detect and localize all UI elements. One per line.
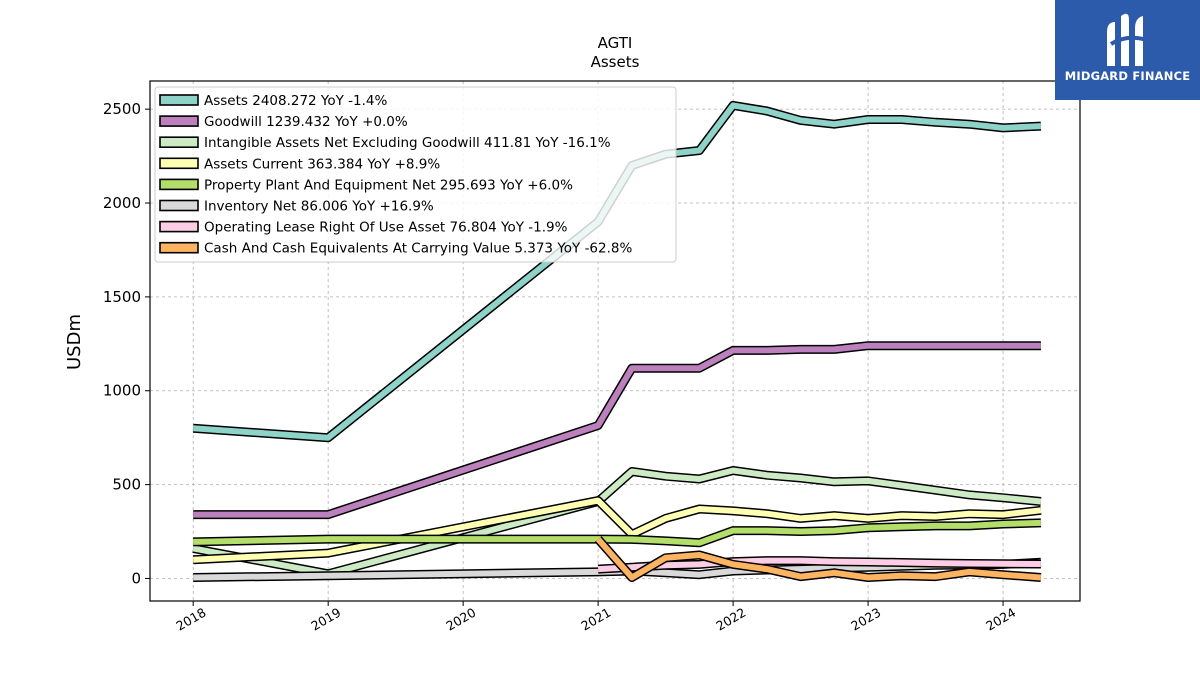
y-tick-label: 2000	[103, 194, 141, 212]
legend-item: Property Plant And Equipment Net 295.693…	[159, 177, 573, 193]
x-tick-label: 2020	[443, 605, 478, 634]
y-tick-label: 1000	[103, 382, 141, 400]
series-line	[594, 536, 1042, 582]
legend-swatch	[159, 115, 199, 127]
legend-item: Assets Current 363.384 YoY +8.9%	[159, 156, 440, 172]
series-stroke	[595, 537, 1042, 581]
y-axis-label: USDm	[64, 314, 85, 370]
chart-title: AGTI	[598, 34, 633, 52]
legend: Assets 2408.272 YoY -1.4% Goodwill 1239.4…	[154, 86, 677, 263]
y-tick-label: 1500	[103, 288, 141, 306]
legend-label: Assets Current 363.384 YoY +8.9%	[204, 156, 440, 172]
legend-label: Property Plant And Equipment Net 295.693…	[204, 177, 573, 193]
y-tick-label: 500	[112, 476, 141, 494]
legend-item: Operating Lease Right Of Use Asset 76.80…	[159, 220, 568, 236]
legend-item: Intangible Assets Net Excluding Goodwill…	[159, 135, 611, 151]
logo-mark-icon	[1107, 13, 1148, 66]
brand-logo: MIDGARD FINANCE	[1055, 0, 1200, 100]
ticks: 2018 2019 2020 2021 2022 2023 2024 0 500 1000 1500…	[103, 100, 1019, 633]
x-tick-label: 2023	[848, 605, 883, 634]
series-stroke	[192, 467, 1042, 577]
legend-item: Cash And Cash Equivalents At Carrying Va…	[159, 241, 632, 257]
series-line	[193, 341, 1041, 520]
legend-swatch	[159, 178, 199, 191]
legend-label: Operating Lease Right Of Use Asset 76.80…	[204, 220, 568, 236]
x-tick-label: 2022	[713, 605, 748, 634]
legend-swatch	[159, 136, 199, 148]
series-stroke	[597, 557, 1041, 573]
series-line	[192, 466, 1042, 579]
legend-swatch	[159, 199, 199, 212]
plot-frame	[149, 80, 1081, 602]
series-line	[192, 496, 1042, 565]
legend-label: Goodwill 1239.432 YoY +0.0%	[204, 114, 408, 130]
series-stroke	[193, 342, 1041, 518]
legend-item: Goodwill 1239.432 YoY +0.0%	[159, 114, 408, 130]
logo-text: MIDGARD FINANCE	[1064, 69, 1191, 83]
legend-swatch	[159, 157, 199, 170]
x-tick-label: 2021	[578, 605, 613, 634]
legend-item: Inventory Net 86.006 YoY +16.9%	[159, 199, 434, 215]
y-tick-label: 0	[131, 569, 141, 587]
y-tick-label: 2500	[103, 100, 141, 118]
legend-item: Assets 2408.272 YoY -1.4%	[159, 93, 388, 109]
legend-swatch	[159, 220, 199, 233]
x-tick-label: 2019	[308, 605, 343, 634]
legend-box	[154, 86, 677, 263]
legend-swatch	[159, 94, 199, 106]
x-tick-label: 2024	[983, 605, 1018, 634]
legend-label: Inventory Net 86.006 YoY +16.9%	[204, 199, 434, 215]
legend-label: Cash And Cash Equivalents At Carrying Va…	[204, 241, 632, 257]
series-stroke	[193, 497, 1042, 563]
chart-subtitle: Assets	[591, 53, 640, 71]
series-line	[597, 556, 1041, 574]
x-tick-label: 2018	[173, 605, 208, 634]
legend-label: Intangible Assets Net Excluding Goodwill…	[204, 135, 611, 151]
series-line	[193, 518, 1042, 548]
legend-swatch	[159, 241, 199, 254]
legend-label: Assets 2408.272 YoY -1.4%	[204, 93, 388, 109]
series-stroke	[193, 519, 1041, 546]
